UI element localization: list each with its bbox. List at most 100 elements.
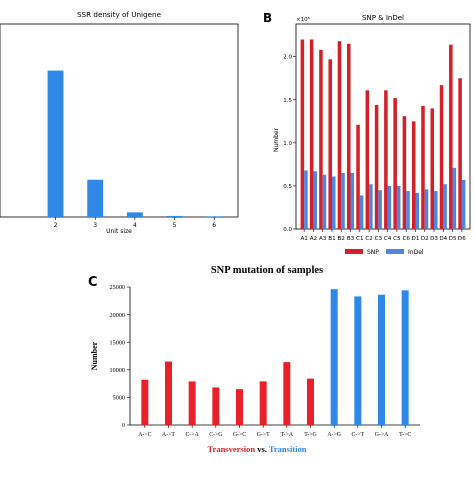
panel-b-bar-indel-D5 [452,167,457,229]
panel-b-axes-frame [295,23,471,230]
panel-b-bar-indel-A2 [313,171,317,229]
panel-b-x-tick-label: A3 [319,236,327,242]
panel-b-x-tick-label: D4 [439,236,447,242]
panel-c-bar-C-to-T [354,296,362,425]
panel-c-y-tick-label: 25000 [110,284,125,291]
panel-a-x-tick-label: 5 [173,222,177,229]
panel-c-bar-C-to-G [212,387,220,425]
panel-c-footer: Transversion vs. Transition [208,444,307,454]
panel-b-title: SNP & InDel [362,14,404,22]
panel-b-bar-indel-D4 [443,184,447,229]
footer-transition: Transition [269,444,307,454]
panel-b-bar-snp-C6 [402,116,407,229]
panel-a-title: SSR density of Unigene [77,10,162,19]
panel-b-x-tick-label: C6 [402,236,410,242]
panel-b-x-tick-label: D2 [421,236,429,242]
panel-b-bar-indel-C3 [378,190,382,229]
panel-b-bar-indel-A1 [304,170,308,229]
panel-b-bar-snp-D3 [430,108,435,229]
panel-b-x-tick-label: C4 [384,236,392,242]
panel-c-bar-C-to-A [188,381,196,425]
panel-a-bar-4 [126,212,143,217]
panel-c-bar-T-to-C [401,290,409,425]
panel-c-x-tick-label: G->C [233,432,246,438]
panel-b-x-tick-label: C3 [375,236,383,242]
panel-b-bar-snp-C5 [393,98,397,230]
panel-b-bar-snp-D5 [449,44,453,229]
panel-a-x-ticks: 2 3 4 5 6 [54,217,216,229]
panel-b-bar-indel-D6 [461,179,466,229]
panel-b-x-tick-label: D1 [412,236,420,242]
panel-c-y-tick-label: 15000 [110,339,125,346]
panel-b-bar-snp-D4 [439,85,444,230]
panel-b-bar-indel-C1 [359,195,364,229]
panel-b-bar-indel-A3 [322,174,327,229]
panel-c-x-tick-label: C->A [186,432,200,438]
legend-swatch-indel [386,249,404,254]
panel-b-bar-indel-C5 [396,185,401,229]
panel-c-x-ticks: A->C A->T C->A C->G G->C G->T T->A T->G A->G C->T… [138,425,411,438]
panel-b-bar-indel-C2 [369,184,373,229]
panel-a-axes-frame [0,23,239,218]
panel-b-bar-snp-B1 [328,59,332,229]
legend-label-indel: InDel [408,249,424,256]
panel-c-bar-A-to-G [330,289,338,425]
panel-c-x-tick-label: A->C [138,432,151,438]
panel-c-bar-A-to-C [141,379,149,425]
legend-label-snp: SNP [367,249,379,256]
panel-a-x-tick-label: 2 [54,222,58,229]
footer-vs: vs. [255,444,269,454]
panel-b-x-tick-label: A1 [300,236,308,242]
panel-b-bar-snp-A3 [319,49,323,230]
panel-c-x-tick-label: T->C [399,432,411,438]
panel-c-x-tick-label: A->T [162,432,175,438]
panel-c-x-tick-label: T->A [281,432,294,438]
panel-a-x-tick-label: 3 [93,222,97,229]
panel-b-bar-indel-B1 [331,176,336,229]
panel-b-bars [300,39,466,230]
panel-b-x-tick-label: D6 [458,236,466,242]
panel-b-bar-snp-B2 [337,41,342,229]
panel-c-letter: C [88,275,98,290]
panel-b-bar-indel-D3 [434,191,438,229]
panel-b-y-tick-label: 2.0 [283,55,292,61]
panel-b-bar-snp-C2 [365,90,370,229]
panel-b-bar-indel-B2 [341,173,345,229]
panel-c-y-tick-label: 20000 [110,312,125,319]
panel-c-bar-T-to-A [283,362,291,425]
panel-c-title: SNP mutation of samples [211,265,323,276]
panel-c-y-tick-label: 10000 [110,367,125,374]
panel-a-bars [47,70,223,217]
panel-c-bar-T-to-G [307,378,314,425]
panel-a-bar-6 [206,216,223,217]
panel-c-snp-mutation: C SNP mutation of samples Number 0 5000 10… [88,265,420,454]
panel-c-x-tick-label: C->T [352,432,365,438]
panel-a-bar-3 [87,179,104,217]
panel-b-legend: SNP InDel [345,249,424,256]
panel-b-y-ticks: 0.0 0.5 1.0 1.5 2.0 [283,55,296,233]
panel-c-x-tick-label: G->T [257,432,270,438]
panel-c-bar-G-to-C [236,389,243,425]
panel-b-bar-snp-B3 [347,43,351,229]
panel-b-bar-snp-A2 [309,39,314,230]
panel-a-x-axis-label: Unit size [106,228,132,235]
panel-b-bar-snp-D6 [458,78,462,229]
panel-c-x-tick-label: A->G [327,432,341,438]
panel-c-y-axis-label: Number [90,341,99,370]
panel-b-y-tick-label: 0.0 [283,227,292,233]
legend-swatch-snp [345,249,363,254]
panel-a-x-tick-label: 6 [212,222,216,229]
panel-b-x-tick-label: D5 [449,236,457,242]
panel-b-x-tick-label: C5 [393,236,401,242]
panel-b-y-multiplier: ×10⁵ [296,16,310,23]
panel-c-x-tick-label: C->G [209,432,222,438]
panel-b-bar-snp-A1 [300,39,305,230]
panel-b-bar-indel-D2 [424,189,429,229]
panel-b-bar-snp-D1 [411,121,416,229]
panel-b-letter: B [263,11,272,25]
panel-b-y-tick-label: 1.5 [283,98,292,104]
panel-c-bar-G-to-A [378,294,385,425]
panel-b-x-ticks: A1 A2 A3 B1 B2 B3 C1 C2 C3 C4 C5 C6 D1 D2 D3 D4 D5 D6 [300,229,466,242]
panel-b-x-tick-label: B2 [338,236,345,242]
